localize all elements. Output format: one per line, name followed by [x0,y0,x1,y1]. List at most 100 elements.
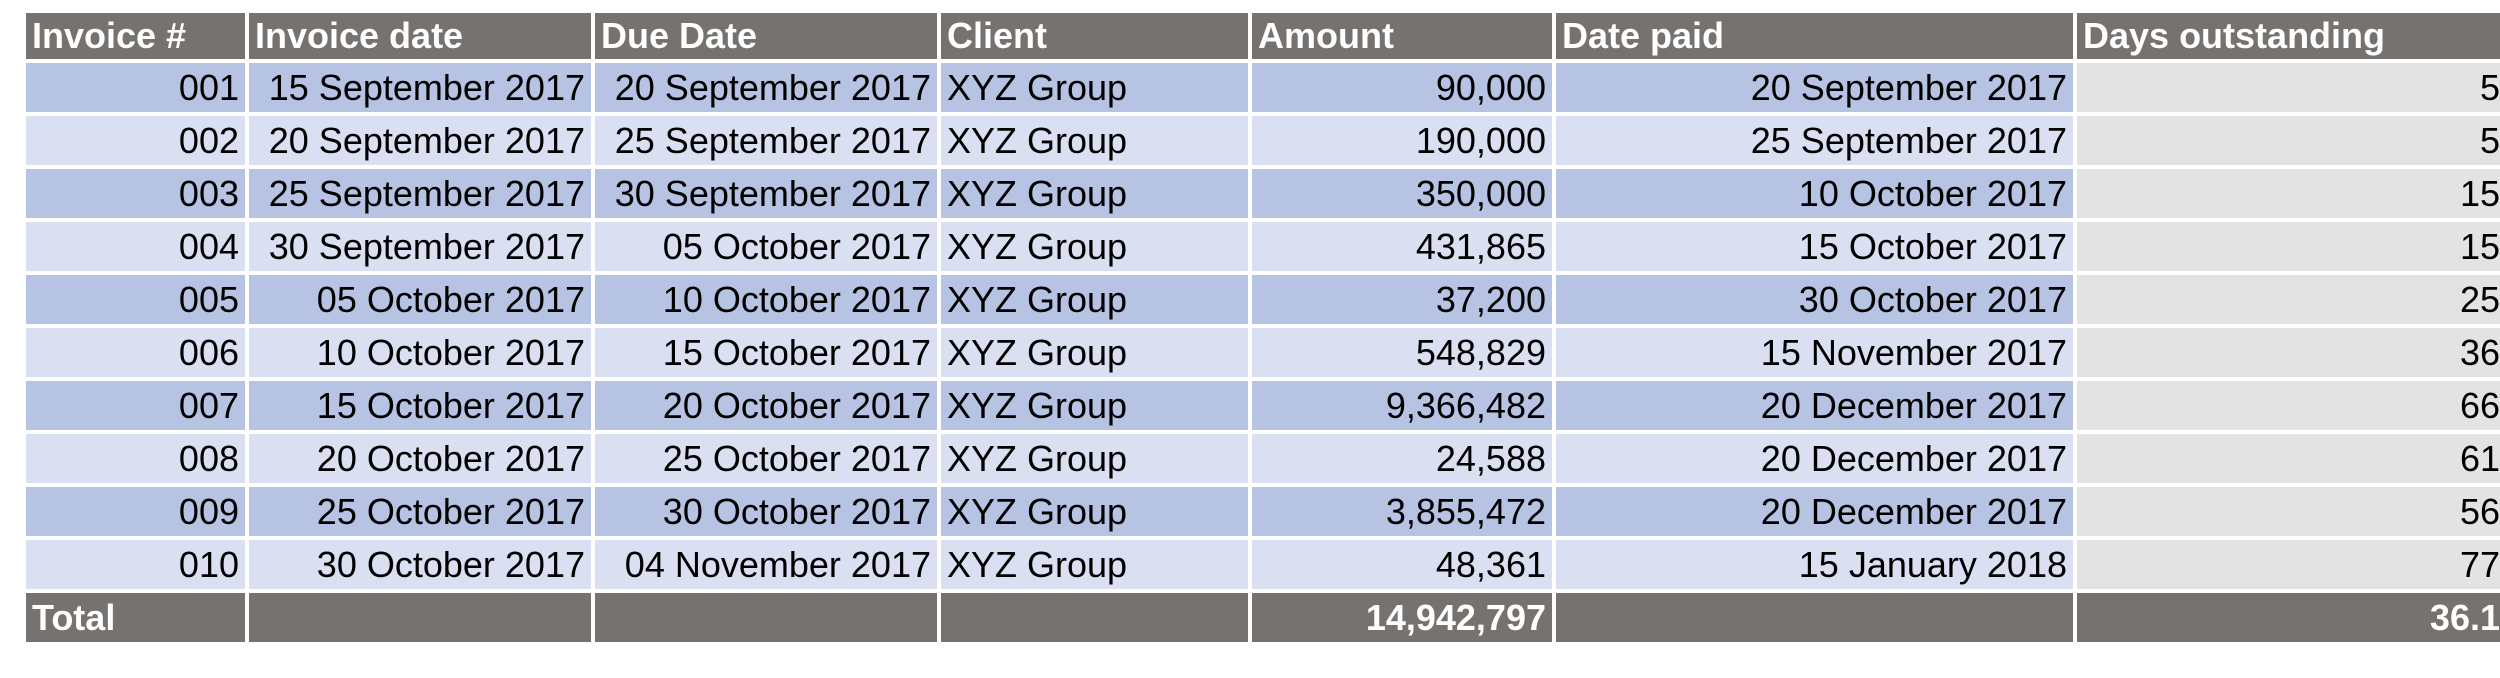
cell-invoice-number: 001 [26,63,245,112]
invoice-table-container: Invoice # Invoice date Due Date Client A… [26,13,2500,642]
cell-invoice-number: 003 [26,169,245,218]
cell-invoice-number: 007 [26,381,245,430]
cell-date-paid: 30 October 2017 [1556,275,2073,324]
cell-client: XYZ Group [941,328,1248,377]
header-amount: Amount [1252,13,1552,59]
cell-invoice-date: 15 September 2017 [249,63,591,112]
total-empty-cell [249,593,591,642]
cell-days-outstanding: 36 [2077,328,2500,377]
cell-date-paid: 15 October 2017 [1556,222,2073,271]
cell-amount: 9,366,482 [1252,381,1552,430]
cell-client: XYZ Group [941,434,1248,483]
table-row: 003 25 September 2017 30 September 2017 XYZ… [26,169,2500,218]
cell-date-paid: 15 January 2018 [1556,540,2073,589]
header-invoice-date: Invoice date [249,13,591,59]
cell-due-date: 25 September 2017 [595,116,937,165]
cell-days-outstanding: 5 [2077,63,2500,112]
table-row: 008 20 October 2017 25 October 2017 XYZ Gro… [26,434,2500,483]
cell-client: XYZ Group [941,116,1248,165]
cell-invoice-number: 004 [26,222,245,271]
cell-days-outstanding: 15 [2077,222,2500,271]
cell-client: XYZ Group [941,487,1248,536]
cell-amount: 350,000 [1252,169,1552,218]
cell-amount: 548,829 [1252,328,1552,377]
cell-date-paid: 15 November 2017 [1556,328,2073,377]
cell-invoice-date: 25 October 2017 [249,487,591,536]
cell-amount: 190,000 [1252,116,1552,165]
cell-amount: 90,000 [1252,63,1552,112]
cell-due-date: 25 October 2017 [595,434,937,483]
cell-due-date: 20 October 2017 [595,381,937,430]
total-days-outstanding: 36.1 [2077,593,2500,642]
cell-client: XYZ Group [941,275,1248,324]
header-invoice-number: Invoice # [26,13,245,59]
cell-amount: 24,588 [1252,434,1552,483]
total-row: Total 14,942,797 36.1 [26,593,2500,642]
cell-amount: 48,361 [1252,540,1552,589]
table-row: 010 30 October 2017 04 November 2017 XYZ Gr… [26,540,2500,589]
cell-invoice-number: 005 [26,275,245,324]
cell-invoice-date: 30 September 2017 [249,222,591,271]
cell-date-paid: 10 October 2017 [1556,169,2073,218]
cell-date-paid: 20 September 2017 [1556,63,2073,112]
cell-invoice-number: 009 [26,487,245,536]
cell-client: XYZ Group [941,169,1248,218]
header-row: Invoice # Invoice date Due Date Client A… [26,13,2500,59]
header-due-date: Due Date [595,13,937,59]
total-empty-cell [941,593,1248,642]
cell-date-paid: 20 December 2017 [1556,487,2073,536]
total-amount: 14,942,797 [1252,593,1552,642]
cell-invoice-date: 30 October 2017 [249,540,591,589]
cell-invoice-date: 20 October 2017 [249,434,591,483]
cell-client: XYZ Group [941,381,1248,430]
cell-days-outstanding: 66 [2077,381,2500,430]
cell-invoice-date: 20 September 2017 [249,116,591,165]
cell-client: XYZ Group [941,63,1248,112]
table-header: Invoice # Invoice date Due Date Client A… [26,13,2500,59]
table-row: 009 25 October 2017 30 October 2017 XYZ Gro… [26,487,2500,536]
cell-due-date: 04 November 2017 [595,540,937,589]
table-footer: Total 14,942,797 36.1 [26,593,2500,642]
cell-date-paid: 20 December 2017 [1556,434,2073,483]
cell-invoice-number: 010 [26,540,245,589]
cell-invoice-date: 15 October 2017 [249,381,591,430]
cell-date-paid: 25 September 2017 [1556,116,2073,165]
cell-invoice-date: 05 October 2017 [249,275,591,324]
table-row: 001 15 September 2017 20 September 2017 XYZ… [26,63,2500,112]
table-row: 007 15 October 2017 20 October 2017 XYZ Gro… [26,381,2500,430]
cell-due-date: 15 October 2017 [595,328,937,377]
table-row: 002 20 September 2017 25 September 2017 XYZ… [26,116,2500,165]
header-date-paid: Date paid [1556,13,2073,59]
total-empty-cell [595,593,937,642]
header-days-outstanding: Days outstanding [2077,13,2500,59]
cell-days-outstanding: 25 [2077,275,2500,324]
cell-client: XYZ Group [941,540,1248,589]
invoice-table: Invoice # Invoice date Due Date Client A… [22,9,2500,646]
cell-amount: 431,865 [1252,222,1552,271]
cell-days-outstanding: 5 [2077,116,2500,165]
cell-invoice-date: 10 October 2017 [249,328,591,377]
cell-due-date: 05 October 2017 [595,222,937,271]
cell-invoice-number: 008 [26,434,245,483]
cell-days-outstanding: 77 [2077,540,2500,589]
cell-due-date: 30 September 2017 [595,169,937,218]
cell-invoice-number: 002 [26,116,245,165]
cell-date-paid: 20 December 2017 [1556,381,2073,430]
total-empty-cell [1556,593,2073,642]
cell-amount: 37,200 [1252,275,1552,324]
cell-days-outstanding: 56 [2077,487,2500,536]
table-row: 006 10 October 2017 15 October 2017 XYZ Gro… [26,328,2500,377]
cell-due-date: 30 October 2017 [595,487,937,536]
cell-invoice-date: 25 September 2017 [249,169,591,218]
table-row: 005 05 October 2017 10 October 2017 XYZ Gro… [26,275,2500,324]
cell-invoice-number: 006 [26,328,245,377]
table-body: 001 15 September 2017 20 September 2017 XYZ… [26,63,2500,589]
cell-days-outstanding: 61 [2077,434,2500,483]
cell-client: XYZ Group [941,222,1248,271]
cell-days-outstanding: 15 [2077,169,2500,218]
cell-due-date: 10 October 2017 [595,275,937,324]
header-client: Client [941,13,1248,59]
total-label: Total [26,593,245,642]
cell-amount: 3,855,472 [1252,487,1552,536]
table-row: 004 30 September 2017 05 October 2017 XYZ G… [26,222,2500,271]
